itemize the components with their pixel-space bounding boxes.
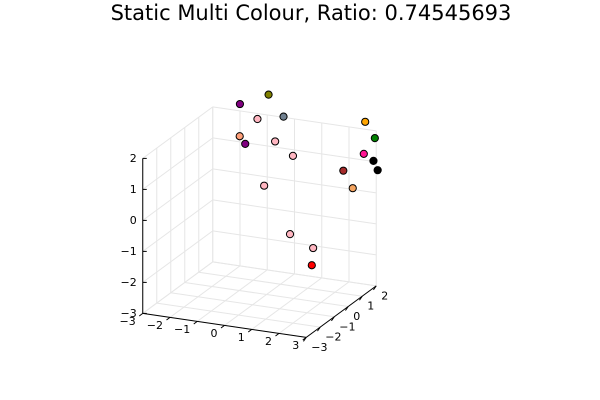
scatter-point (339, 166, 348, 175)
z-tick-label: 0 (130, 214, 137, 227)
x-tick-label: 3 (292, 339, 299, 352)
grid-line (142, 106, 214, 159)
grid-line (142, 137, 214, 190)
grid-line (212, 230, 377, 256)
grid-line (212, 199, 377, 225)
x-tick-label: 2 (265, 335, 272, 348)
y-tick-label: −2 (325, 331, 341, 344)
z-tick-label: 2 (130, 152, 137, 165)
scatter-point (307, 261, 316, 270)
grid-line (251, 277, 323, 330)
y-tick-label: 0 (353, 310, 360, 323)
grid-line (196, 269, 268, 322)
scatter-point (235, 132, 244, 141)
x-tick-label: 0 (211, 327, 218, 340)
z-tick-label: −2 (121, 276, 137, 289)
y-tick-label: −3 (311, 341, 327, 354)
grid-line (170, 292, 335, 318)
scatter-point (253, 114, 262, 124)
scatter-point (288, 151, 298, 160)
grid-line (212, 137, 377, 163)
tick-mark (275, 332, 280, 337)
grid-line (142, 168, 214, 221)
grid-line (224, 273, 295, 326)
z-tick-label: −3 (121, 307, 137, 320)
tick-mark (166, 316, 171, 321)
x-tick-label: −2 (147, 319, 163, 332)
y-tick-label: 2 (381, 289, 388, 302)
scatter-point (361, 117, 370, 126)
grid-line (212, 261, 377, 287)
scatter-point (359, 149, 368, 158)
grid-line (169, 265, 241, 318)
grid-line (142, 199, 214, 252)
tick-mark (317, 326, 321, 332)
scatter-point (264, 90, 273, 99)
tick-mark (345, 306, 349, 311)
grid-line (142, 261, 214, 314)
scatter-point (241, 139, 250, 148)
y-axis-line (305, 285, 377, 338)
scatter-point (271, 137, 280, 146)
grid-line (198, 271, 363, 297)
tick-mark (373, 285, 377, 291)
y-tick-label: 1 (367, 300, 374, 313)
x-tick-label: −3 (120, 315, 136, 328)
x-tick-label: −1 (174, 323, 190, 336)
grid-line (184, 282, 349, 307)
z-tick-label: −1 (121, 245, 137, 258)
scatter-point (235, 99, 245, 109)
scatter-point (348, 184, 357, 193)
tick-mark (220, 324, 225, 329)
grid-line (212, 106, 377, 132)
z-tick-label: 1 (130, 183, 137, 196)
y-tick-label: −1 (339, 320, 355, 333)
scatter-point (285, 230, 295, 239)
grid-line (142, 230, 214, 283)
grid-line (156, 302, 321, 328)
grid-line (278, 281, 350, 334)
scatter-point (309, 243, 318, 253)
tick-mark (193, 320, 198, 325)
tick-mark (359, 295, 363, 301)
scatter-point (279, 112, 288, 121)
chart-title: Static Multi Colour, Ratio: 0.74545693 (111, 1, 512, 25)
data-points (235, 90, 382, 270)
scatter-point (260, 181, 269, 190)
scatter-point (370, 134, 379, 143)
tick-mark (303, 337, 307, 342)
x-tick-label: 1 (238, 331, 245, 344)
tick-mark (138, 312, 144, 317)
scatter-point (373, 166, 382, 175)
axes (138, 157, 377, 342)
tick-mark (331, 316, 335, 322)
tick-mark (247, 328, 253, 333)
scatter-point (369, 156, 378, 165)
